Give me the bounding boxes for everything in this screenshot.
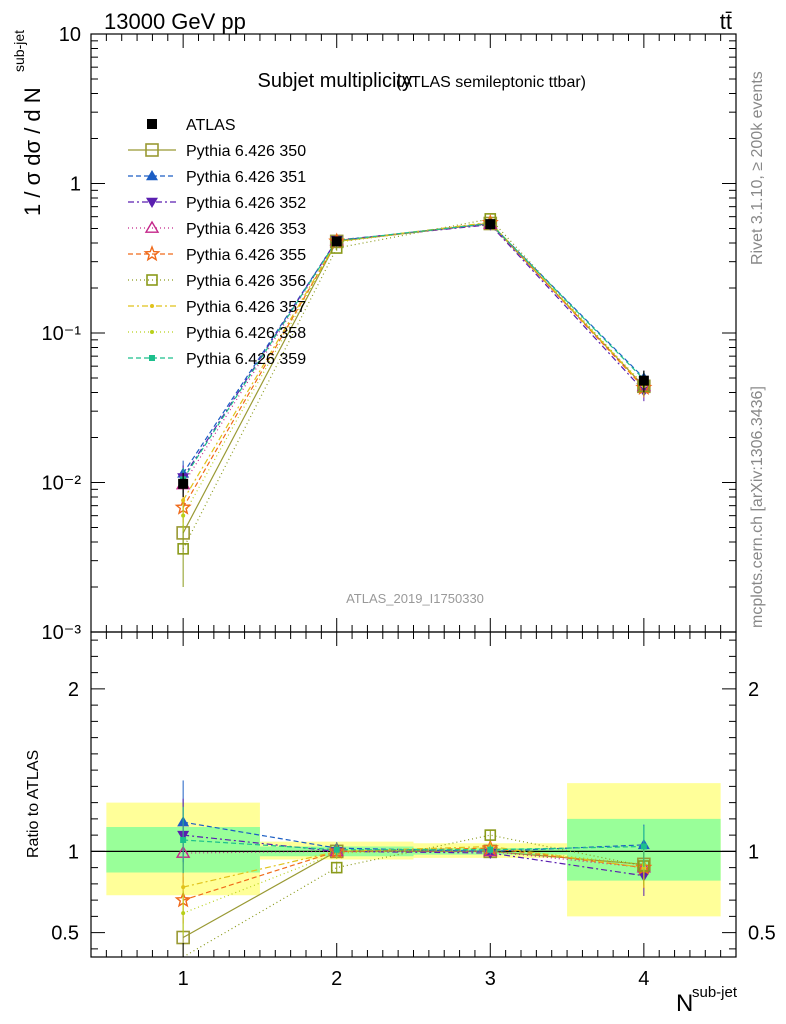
ratio-y-tick-label: 0.5 <box>51 923 79 945</box>
main-plot-panel: 10 1 10⁻¹ 10⁻² 10⁻³ Subjet multiplicity (ATL… <box>11 24 737 644</box>
ratio-data-point <box>484 829 497 841</box>
ratio-y-tick-label-right: 1 <box>748 841 759 863</box>
legend-marker <box>150 330 154 334</box>
legend-label: Pythia 6.426 356 <box>186 273 306 290</box>
ratio-series-line <box>183 839 644 851</box>
ratio-y-tick-label-right: 2 <box>748 679 759 701</box>
x-axis-superscript: sub-jet <box>692 984 738 1001</box>
ratio-series-line <box>183 850 644 869</box>
legend-label: Pythia 6.426 355 <box>186 247 306 264</box>
ratio-series-line <box>182 847 644 901</box>
legend-marker <box>146 197 158 208</box>
main-series-line <box>182 218 645 550</box>
plot-subtitle: (ATLAS semileptonic ttbar) <box>396 74 586 91</box>
main-data-point <box>181 498 186 503</box>
main-series-line <box>182 223 645 485</box>
ratio-series-line <box>183 845 644 888</box>
atlas-data-point <box>638 375 649 386</box>
x-tick-label: 1 <box>178 968 189 990</box>
main-series-line <box>182 222 645 534</box>
ratio-plot-panel: 1 2 3 4 0.5 0.5 1 1 2 2 Ratio to ATLAS N sub-jet <box>25 631 776 1017</box>
ratio-data-point <box>330 861 343 874</box>
main-y-tick-label: 10⁻² <box>42 473 82 495</box>
ratio-series-lines <box>182 821 644 958</box>
legend-label: Pythia 6.426 357 <box>186 299 306 316</box>
legend-label: Pythia 6.426 351 <box>186 169 306 186</box>
legend-marker <box>146 170 158 181</box>
plot-title: Subjet multiplicity <box>257 70 412 92</box>
main-y-tick-label: 10⁻¹ <box>42 323 82 345</box>
ratio-data-point <box>487 846 494 853</box>
atlas-data-point <box>178 478 189 489</box>
main-series-lines <box>182 218 645 550</box>
ratio-y-tick-label: 2 <box>68 679 79 701</box>
ratio-series-line <box>182 834 644 958</box>
x-axis-title: N <box>676 990 693 1017</box>
legend-marker <box>146 274 158 286</box>
legend-label: Pythia 6.426 352 <box>186 195 306 212</box>
legend-label-atlas: ATLAS <box>186 117 236 134</box>
main-y-tick-label: 10 <box>59 24 81 46</box>
atlas-data-point <box>485 219 496 230</box>
analysis-watermark: ATLAS_2019_I1750330 <box>346 591 484 606</box>
ratio-y-axis-title: Ratio to ATLAS <box>25 750 42 858</box>
main-data-point <box>181 513 186 518</box>
ratio-data-point <box>640 843 647 850</box>
main-y-tick-label: 10⁻³ <box>42 622 82 644</box>
legend-label: Pythia 6.426 359 <box>186 351 306 368</box>
ratio-data-point <box>181 885 186 890</box>
main-data-point <box>177 543 189 555</box>
legend-label: Pythia 6.426 350 <box>186 143 306 160</box>
x-tick-label: 3 <box>485 968 496 990</box>
legend-marker <box>143 245 161 262</box>
rivet-label: Rivet 3.1.10, ≥ 200k events <box>749 71 766 265</box>
ratio-data-point <box>180 837 187 843</box>
ratio-y-tick-label: 1 <box>68 841 79 863</box>
legend-marker <box>150 304 154 308</box>
x-tick-label: 4 <box>638 968 649 990</box>
main-markers <box>174 213 653 587</box>
ratio-data-point <box>181 911 186 916</box>
legend: ATLAS Pythia 6.426 350 Pythia 6.426 351 Pyt… <box>128 117 306 368</box>
legend-label: Pythia 6.426 353 <box>186 221 306 238</box>
legend-marker <box>144 220 160 233</box>
legend-marker <box>149 355 155 361</box>
main-axis-ticks: 10 1 10⁻¹ 10⁻² 10⁻³ <box>42 24 736 644</box>
main-y-axis-title: 1 / σ dσ / d N <box>20 87 45 216</box>
main-series-line <box>182 222 645 480</box>
legend-label: Pythia 6.426 358 <box>186 325 306 342</box>
ratio-data-point <box>333 846 340 853</box>
ratio-axis-ticks: 1 2 3 4 0.5 0.5 1 1 2 2 <box>51 632 776 990</box>
main-y-tick-label: 1 <box>70 174 81 196</box>
main-series-line <box>182 222 645 516</box>
x-tick-label: 2 <box>331 968 342 990</box>
energy-label: 13000 GeV pp <box>104 9 246 34</box>
main-y-axis-label: 1 / σ dσ / d N sub-jet <box>11 30 45 216</box>
process-label: tt̄ <box>720 9 732 34</box>
atlas-data-point <box>331 236 342 247</box>
legend-marker <box>145 143 159 157</box>
ratio-y-tick-label-right: 0.5 <box>748 923 776 945</box>
mcplots-label: mcplots.cern.ch [arXiv:1306.3436] <box>749 386 766 628</box>
legend-marker-atlas <box>147 119 157 129</box>
main-y-axis-superscript: sub-jet <box>11 30 27 72</box>
x-axis-label: N sub-jet <box>676 984 738 1017</box>
